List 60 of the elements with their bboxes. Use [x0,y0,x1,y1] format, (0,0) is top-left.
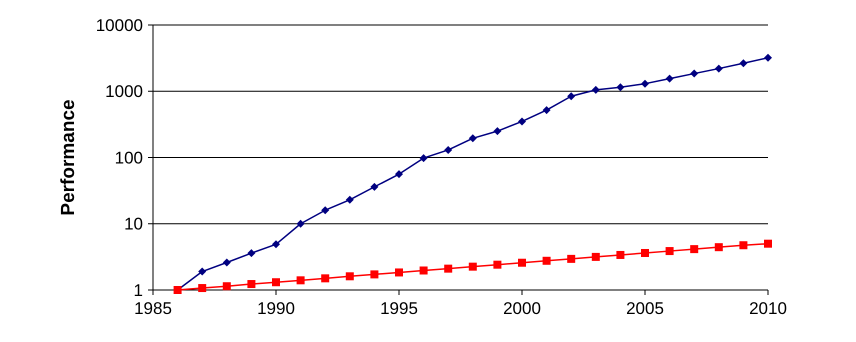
point [395,170,403,178]
point [420,266,428,274]
x-tick-label: 2000 [503,299,541,318]
point [198,268,206,276]
point [714,64,723,73]
point [296,220,305,228]
x-tick-label: 1990 [257,299,295,318]
point [420,154,428,162]
point [518,258,526,267]
y-tick-label: 1000 [105,82,143,102]
point [321,206,330,214]
point [567,92,576,100]
point [493,260,502,269]
point [296,276,305,284]
point [444,264,452,273]
x-tick-label: 2005 [626,299,664,318]
point [690,245,698,254]
point [518,117,526,126]
point [222,282,231,290]
point [666,74,674,83]
point [198,284,206,292]
point [468,262,477,271]
point [666,247,674,256]
point [764,54,772,62]
point [690,70,698,78]
y-tick-label: 10000 [96,16,143,35]
point [247,249,256,258]
point [542,106,551,114]
point [764,240,772,248]
point [616,250,624,259]
point [468,134,477,142]
y-axis-title: Performance [58,99,79,216]
point [247,280,256,288]
x-tick-label: 2010 [749,299,787,318]
point [370,270,378,278]
point [346,196,354,204]
point [321,274,330,282]
y-tick-label: 100 [114,148,143,168]
point [616,83,624,92]
point [739,59,748,68]
point [542,256,551,265]
point [222,258,231,267]
point [641,80,649,88]
point [641,248,649,257]
point [739,241,748,250]
point [272,240,280,248]
point [444,146,452,154]
y-tick-label: 10 [124,214,143,234]
y-tick-label: 1 [134,280,143,300]
point [714,243,723,252]
point [370,182,378,191]
x-tick-label: 1985 [134,299,172,318]
x-tick-label: 1995 [380,299,418,318]
point [493,127,502,136]
point [592,86,600,94]
point [567,254,576,263]
point [592,252,600,261]
point [395,268,403,276]
point [346,272,354,280]
point [272,278,280,286]
